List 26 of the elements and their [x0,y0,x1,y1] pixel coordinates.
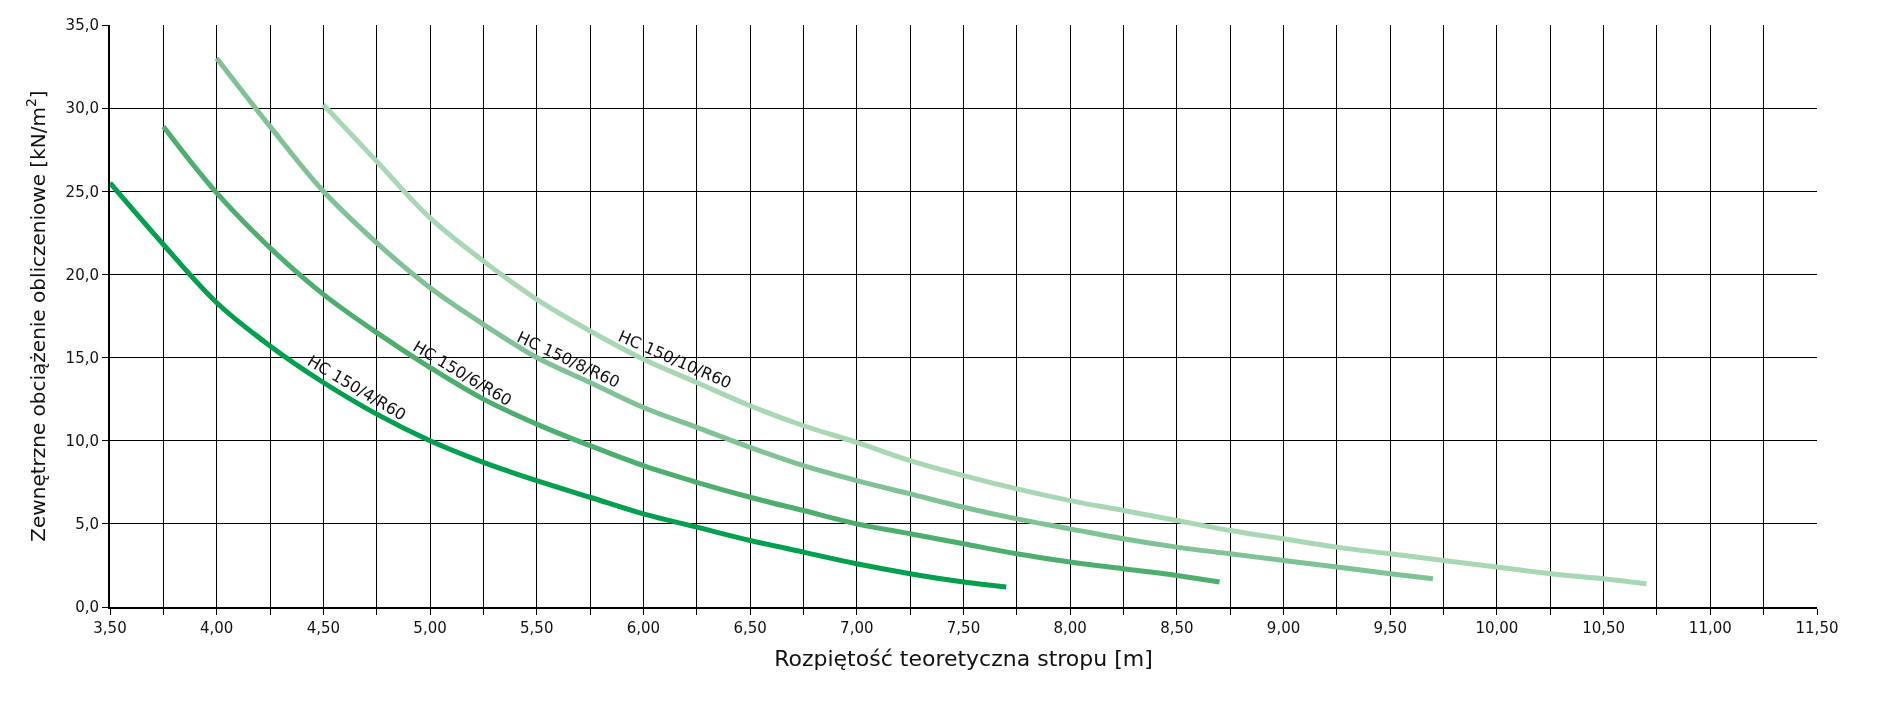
x-tick-label: 8,50 [1160,619,1194,637]
x-tick-label: 6,00 [626,619,661,637]
y-tick-label: 5,0 [75,515,99,534]
x-tick-label: 10,50 [1582,619,1626,637]
y-tick-label: 30,0 [65,99,99,118]
x-tick-label: 9,50 [1373,619,1407,637]
x-tick-label: 3,50 [93,619,127,637]
y-tick-label: 0,0 [75,598,99,617]
y-tick-label: 25,0 [65,182,99,201]
x-tick-label: 7,50 [946,619,981,637]
x-tick-label: 5,50 [520,619,554,637]
x-tick-label: 9,00 [1266,619,1301,637]
x-tick-label: 8,00 [1053,619,1087,637]
x-tick-label: 11,50 [1795,619,1839,637]
y-tick-label: 20,0 [65,265,99,284]
x-tick-label: 11,00 [1688,619,1732,637]
x-tick-label: 5,00 [413,619,447,637]
x-tick-label: 6,50 [733,619,767,637]
y-tick-label: 35,0 [65,16,99,35]
x-tick-label: 4,00 [199,619,234,637]
y-tick-label: 10,0 [65,431,99,450]
x-tick-label: 7,00 [840,619,874,637]
x-tick-label: 4,50 [306,619,341,637]
x-tick-label: 10,00 [1475,619,1519,637]
x-axis-title: Rozpiętość teoretyczna stropu [m] [774,646,1153,672]
y-tick-label: 15,0 [65,348,99,367]
